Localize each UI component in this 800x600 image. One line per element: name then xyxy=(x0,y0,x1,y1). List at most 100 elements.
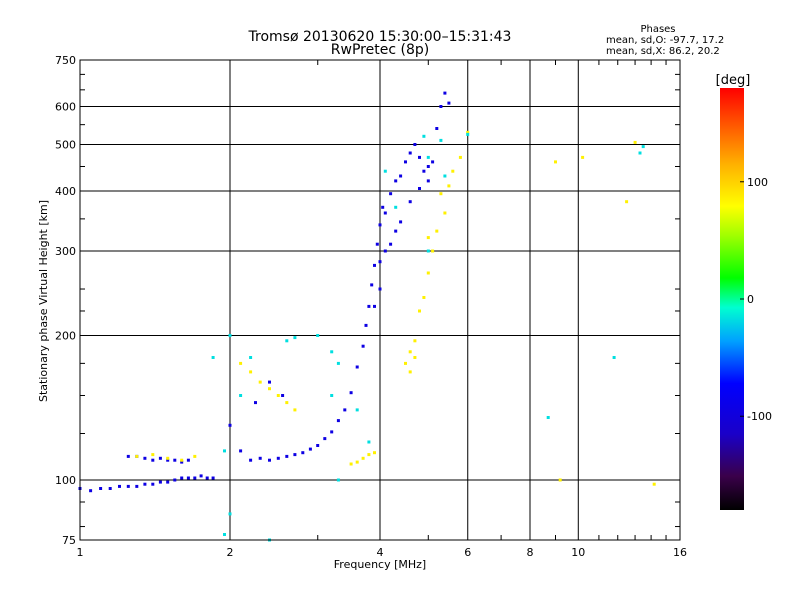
stats-o-mode: mean, sd,O: -97.7, 17.2 xyxy=(606,35,724,46)
data-point-x xyxy=(451,169,455,173)
data-point-x xyxy=(422,296,426,299)
data-point-o xyxy=(126,454,130,458)
colorbar-tick-label: 0 xyxy=(747,293,754,306)
data-point-scatter xyxy=(383,169,387,173)
data-point-scatter xyxy=(443,174,447,178)
data-point-o xyxy=(285,454,289,458)
data-point-x xyxy=(239,361,243,365)
data-point-o xyxy=(361,344,365,348)
y-tick-label: 500 xyxy=(55,139,76,152)
data-point-o xyxy=(389,242,393,246)
data-point-o xyxy=(378,260,382,264)
colorbar-label: [deg] xyxy=(716,73,751,88)
data-point-scatter xyxy=(249,356,253,359)
data-point-o xyxy=(268,458,271,462)
data-point-o xyxy=(383,211,387,215)
data-point-x xyxy=(293,408,297,412)
data-point-o xyxy=(316,444,320,447)
data-point-x xyxy=(276,394,280,397)
data-point-scatter xyxy=(426,249,430,253)
data-point-x xyxy=(581,155,585,159)
data-point-o xyxy=(186,458,190,462)
data-point-o xyxy=(408,200,412,204)
plot-frame xyxy=(79,59,681,541)
data-point-o xyxy=(143,456,147,460)
data-point-x xyxy=(439,192,443,196)
data-point-o xyxy=(268,380,271,384)
data-point-o xyxy=(422,169,426,173)
grid-lines xyxy=(80,60,680,540)
data-point-x xyxy=(408,350,412,354)
data-point-scatter xyxy=(426,155,430,159)
data-point-o xyxy=(166,458,170,462)
data-point-x xyxy=(135,454,139,458)
data-point-o xyxy=(431,160,435,164)
data-point-x xyxy=(367,453,371,457)
y-tick-label: 400 xyxy=(55,185,76,198)
data-point-o xyxy=(126,484,130,488)
y-tick-label: 200 xyxy=(55,330,76,343)
data-point-x xyxy=(458,155,462,159)
data-point-x xyxy=(285,401,289,405)
data-point-scatter xyxy=(316,334,320,337)
data-point-o xyxy=(343,408,347,412)
data-point-scatter xyxy=(228,512,232,516)
data-point-scatter xyxy=(285,339,289,343)
data-point-x xyxy=(151,453,155,457)
data-point-x xyxy=(268,387,271,391)
data-point-o xyxy=(281,394,285,397)
data-point-o xyxy=(447,101,451,105)
data-point-o xyxy=(173,478,177,482)
data-point-o xyxy=(389,192,393,196)
data-point-o xyxy=(364,323,368,327)
data-point-x xyxy=(258,380,262,384)
x-tick-label: 1 xyxy=(77,546,84,559)
data-point-o xyxy=(426,179,430,183)
data-point-x xyxy=(466,130,470,134)
data-point-o xyxy=(413,143,417,146)
data-point-o xyxy=(151,482,155,486)
data-point-x xyxy=(349,462,353,466)
data-point-x xyxy=(193,454,197,458)
data-point-x xyxy=(447,184,451,188)
data-point-scatter xyxy=(223,449,226,453)
data-point-x xyxy=(554,160,557,164)
x-tick-label: 6 xyxy=(464,546,471,559)
data-point-x xyxy=(355,460,359,464)
data-point-o xyxy=(418,155,421,159)
data-point-o xyxy=(301,451,305,455)
data-point-o xyxy=(158,456,162,460)
data-point-scatter xyxy=(641,145,645,149)
data-point-o xyxy=(249,458,253,462)
data-point-x xyxy=(443,211,447,215)
data-point-x xyxy=(558,478,562,482)
data-point-o xyxy=(349,391,353,395)
data-point-o xyxy=(336,419,340,423)
data-point-o xyxy=(394,229,398,233)
y-tick-label: 100 xyxy=(55,474,76,487)
data-point-o xyxy=(276,456,280,460)
data-point-o xyxy=(373,304,376,308)
data-point-o xyxy=(239,449,243,453)
data-point-o xyxy=(404,160,407,164)
y-tick-label: 75 xyxy=(62,534,76,547)
colorbar-tick-label: -100 xyxy=(747,410,772,423)
data-point-x xyxy=(418,309,421,313)
x-tick-label: 16 xyxy=(673,546,687,559)
data-point-o xyxy=(355,365,359,369)
data-point-scatter xyxy=(546,416,550,419)
data-point-o xyxy=(375,242,379,246)
data-point-o xyxy=(439,105,443,108)
data-point-scatter xyxy=(422,134,426,138)
chart-title: Tromsø 20130620 15:30:00–15:31:43 xyxy=(248,29,512,45)
data-point-x xyxy=(633,140,637,144)
data-point-o xyxy=(373,263,376,267)
data-point-o xyxy=(186,476,190,480)
chart-subtitle: RwPretec (8p) xyxy=(331,42,429,58)
data-point-scatter xyxy=(355,408,359,412)
data-point-o xyxy=(381,205,385,209)
data-point-scatter xyxy=(367,440,371,444)
stats-x-mode: mean, sd,X: 86.2, 20.2 xyxy=(606,46,720,57)
x-tick-label: 4 xyxy=(377,546,384,559)
data-point-scatter xyxy=(638,151,642,155)
